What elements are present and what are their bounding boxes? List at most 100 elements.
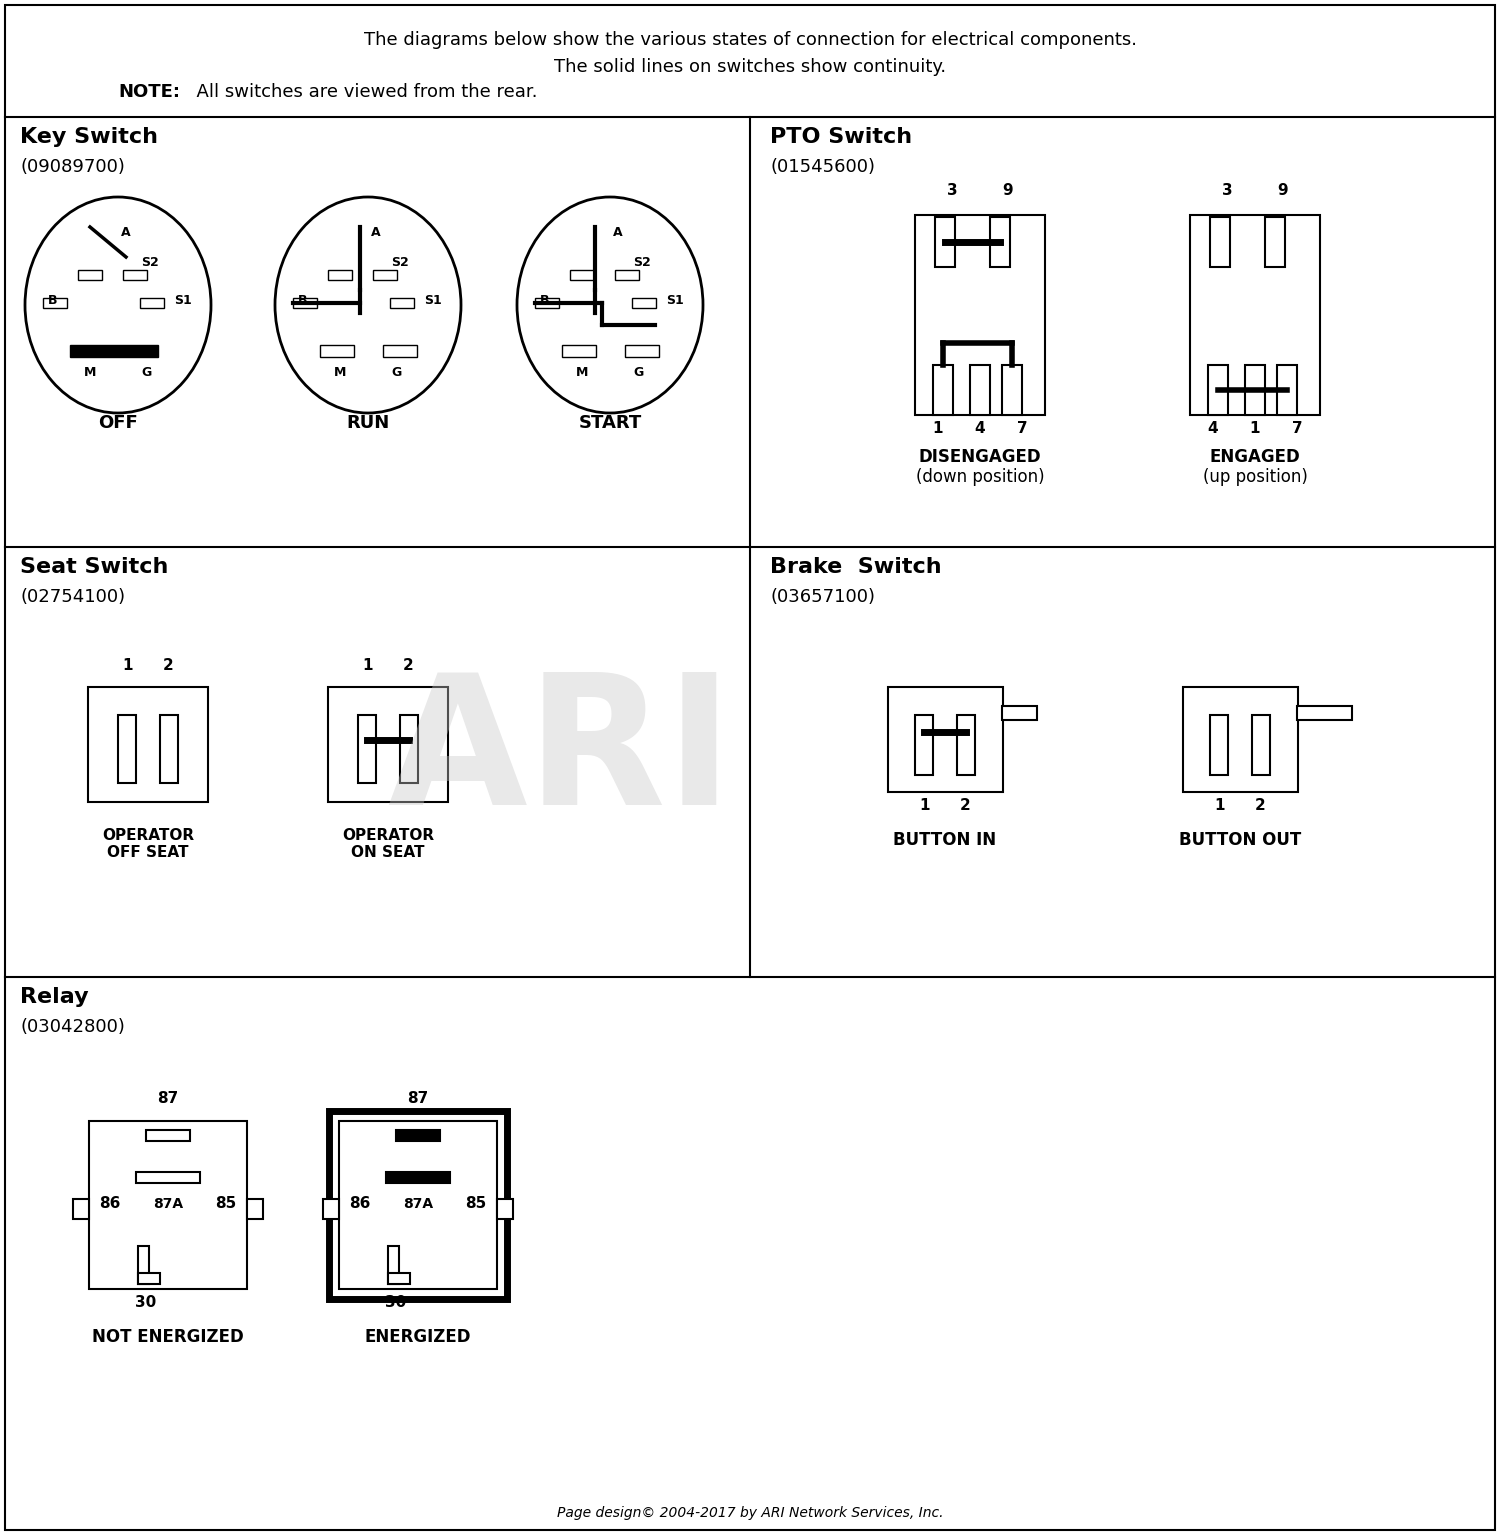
Bar [374,270,398,279]
Bar [88,1121,248,1289]
Text: 1: 1 [1250,421,1260,436]
Bar [70,345,158,358]
Bar [1208,365,1228,414]
Text: 87: 87 [158,1091,178,1107]
Bar [496,1199,513,1219]
Text: BUTTON OUT: BUTTON OUT [1179,830,1300,849]
Text: (03657100): (03657100) [770,588,874,606]
Text: 3: 3 [946,183,957,198]
Bar [358,715,376,783]
Text: OFF: OFF [98,414,138,431]
Bar [388,1273,410,1283]
Bar [248,1199,262,1219]
Bar [915,715,933,775]
Text: Relay: Relay [20,987,88,1007]
Text: 3: 3 [1221,183,1233,198]
Bar [118,715,136,783]
Bar [400,715,418,783]
Bar [140,298,164,309]
Bar [328,688,448,801]
Bar [990,216,1010,267]
Bar [626,345,658,358]
Text: M: M [576,367,588,379]
Text: All switches are viewed from the rear.: All switches are viewed from the rear. [184,83,537,101]
Text: 86: 86 [99,1196,120,1211]
Text: B: B [298,293,307,307]
Bar [562,345,596,358]
Text: The diagrams below show the various states of connection for electrical componen: The diagrams below show the various stat… [363,31,1137,49]
Bar [1002,706,1036,720]
Bar [1002,365,1022,414]
Text: 1: 1 [920,798,930,814]
Bar [1252,715,1270,775]
Text: 9: 9 [1002,183,1014,198]
Text: 7: 7 [1017,421,1028,436]
Bar [123,270,147,279]
Text: A: A [370,227,381,239]
Bar [536,298,560,309]
Text: M: M [84,367,96,379]
Text: (03042800): (03042800) [20,1018,125,1036]
Text: 9: 9 [1278,183,1288,198]
Bar [933,365,952,414]
Text: 87A: 87A [404,1197,433,1211]
Bar [146,1130,190,1141]
Text: Page design© 2004-2017 by ARI Network Services, Inc.: Page design© 2004-2017 by ARI Network Se… [556,1506,944,1520]
Bar [88,688,209,801]
Text: 1: 1 [1215,798,1225,814]
Text: 2: 2 [1254,798,1266,814]
Text: S1: S1 [666,293,684,307]
Text: OPERATOR
OFF SEAT: OPERATOR OFF SEAT [102,827,194,860]
Bar [160,715,178,783]
Text: BUTTON IN: BUTTON IN [894,830,996,849]
Bar [78,270,102,279]
Text: ENGAGED: ENGAGED [1209,448,1300,467]
Text: (up position): (up position) [1203,468,1308,487]
Bar [632,298,656,309]
Bar [915,215,1046,414]
Text: NOTE:: NOTE: [118,83,180,101]
Bar [339,1121,496,1289]
Text: 4: 4 [1208,421,1218,436]
Text: S2: S2 [141,256,159,270]
Text: 2: 2 [162,659,174,672]
Bar [388,1246,399,1283]
Bar [1210,715,1228,775]
Text: 2: 2 [402,659,414,672]
Text: A: A [122,227,130,239]
Text: 2: 2 [960,798,970,814]
Bar [136,1173,200,1183]
Text: 1: 1 [933,421,944,436]
Bar [1264,216,1286,267]
Bar [1190,215,1320,414]
Bar [1245,365,1264,414]
Text: 7: 7 [1292,421,1302,436]
Bar [328,1111,507,1299]
Bar [970,365,990,414]
Bar [138,1273,160,1283]
Text: 30: 30 [386,1296,406,1309]
Text: DISENGAGED: DISENGAGED [918,448,1041,467]
Bar [957,715,975,775]
Text: S2: S2 [633,256,651,270]
Text: A: A [614,227,622,239]
Text: The solid lines on switches show continuity.: The solid lines on switches show continu… [554,58,946,77]
Text: 1: 1 [363,659,374,672]
Text: S1: S1 [424,293,442,307]
Text: G: G [392,367,400,379]
Text: ENERGIZED: ENERGIZED [364,1328,471,1346]
Bar [320,345,354,358]
Bar [328,270,352,279]
Bar [74,1199,88,1219]
Text: 87A: 87A [153,1197,183,1211]
Bar [1276,365,1298,414]
Text: 4: 4 [975,421,986,436]
Text: 1: 1 [123,659,134,672]
Bar [386,1173,450,1183]
Text: 30: 30 [135,1296,156,1309]
Text: B: B [540,293,549,307]
Bar [1184,688,1298,792]
Text: M: M [334,367,346,379]
Text: 85: 85 [216,1196,237,1211]
Text: Brake  Switch: Brake Switch [770,557,942,577]
